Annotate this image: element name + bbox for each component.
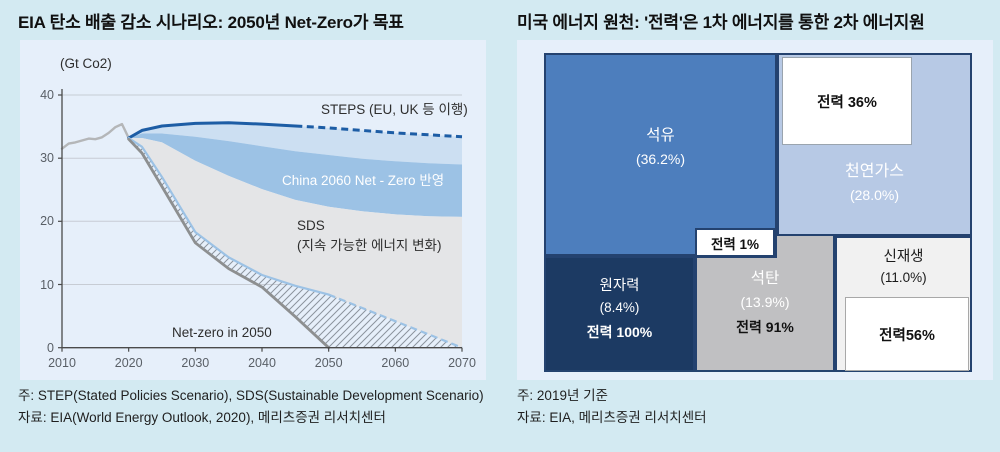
x-tick-label: 2070 — [448, 355, 476, 370]
x-tick-label: 2050 — [314, 355, 343, 370]
x-tick-label: 2020 — [114, 355, 143, 370]
y-tick-label: 0 — [47, 340, 54, 355]
nuclear-label-group: 원자력 (8.4%) 전력 100% — [546, 274, 693, 342]
sds-annotation-line1: SDS — [297, 218, 325, 233]
china-netzero-annotation: China 2060 Net - Zero 반영 — [282, 173, 445, 188]
gas-share: (28.0%) — [849, 187, 900, 203]
steps-annotation: STEPS (EU, UK 등 이행) — [321, 102, 468, 117]
oil-label-group: 석유 (36.2%) — [546, 123, 775, 167]
x-tick-label: 2040 — [248, 355, 276, 370]
nuclear-share: (8.4%) — [599, 300, 640, 315]
oil-electricity-box: 전력 1% — [695, 228, 775, 257]
renewables-label-group: 신재생 (11.0%) — [837, 245, 970, 285]
sds-annotation-line2: (지속 가능한 에너지 변화) — [297, 238, 442, 253]
right-panel: 석유 (36.2%) 전력 36% 천연가스 (28.0%) 원자력 (8.4%… — [517, 40, 993, 380]
right-chart-title: 미국 에너지 원천: '전력'은 1차 에너지를 통한 2차 에너지원 — [517, 13, 925, 32]
y-tick-label: 20 — [40, 214, 54, 229]
coal-electricity: 전력 91% — [736, 319, 794, 335]
sds-annotation: SDS (지속 가능한 에너지 변화) — [297, 216, 441, 256]
energy-treemap: 석유 (36.2%) 전력 36% 천연가스 (28.0%) 원자력 (8.4%… — [544, 53, 972, 372]
right-note: 주: 2019년 기준 — [517, 388, 608, 403]
treemap-block-renewables: 신재생 (11.0%) 전력56% — [835, 236, 972, 372]
netzero-annotation: Net-zero in 2050 — [172, 325, 272, 340]
nuclear-electricity: 전력 100% — [586, 324, 653, 340]
y-tick-label: 40 — [40, 88, 54, 102]
treemap-block-coal-notch — [777, 234, 835, 260]
y-axis-unit-label: (Gt Co2) — [60, 56, 112, 71]
emissions-chart — [58, 89, 463, 352]
coal-label: 석탄 — [750, 270, 780, 287]
gas-label: 천연가스 — [845, 163, 904, 180]
coal-label-group: 석탄 (13.9%) 전력 91% — [697, 266, 833, 337]
x-tick-label: 2010 — [48, 355, 76, 370]
coal-share: (13.9%) — [740, 294, 790, 310]
x-tick-label: 2030 — [181, 355, 210, 370]
treemap-block-oil: 석유 (36.2%) — [544, 53, 777, 256]
y-tick-label: 30 — [40, 151, 54, 166]
oil-label: 석유 — [646, 127, 675, 144]
y-tick-label: 10 — [40, 277, 54, 292]
x-tick-label: 2060 — [381, 355, 410, 370]
renewables-share: (11.0%) — [880, 270, 927, 285]
oil-share: (36.2%) — [635, 151, 686, 167]
gas-electricity-box: 전력 36% — [782, 57, 912, 145]
left-note: 주: STEP(Stated Policies Scenario), SDS(S… — [18, 388, 484, 403]
renewables-electricity-box: 전력56% — [845, 297, 969, 371]
right-source: 자료: EIA, 메리츠증권 리서치센터 — [517, 410, 707, 425]
treemap-block-gas: 전력 36% 천연가스 (28.0%) — [777, 53, 972, 236]
left-source: 자료: EIA(World Energy Outlook, 2020), 메리츠… — [18, 410, 386, 425]
renewables-label: 신재생 — [883, 249, 924, 265]
left-panel: (Gt Co2) STEPS (EU, UK 등 이행) China 2060 … — [20, 40, 486, 380]
nuclear-label: 원자력 — [599, 278, 640, 294]
treemap-block-coal: 석탄 (13.9%) 전력 91% — [695, 256, 835, 372]
gas-label-group: 천연가스 (28.0%) — [779, 157, 970, 203]
treemap-block-nuclear: 원자력 (8.4%) 전력 100% — [544, 256, 695, 372]
left-chart-title: EIA 탄소 배출 감소 시나리오: 2050년 Net-Zero가 목표 — [18, 13, 404, 32]
